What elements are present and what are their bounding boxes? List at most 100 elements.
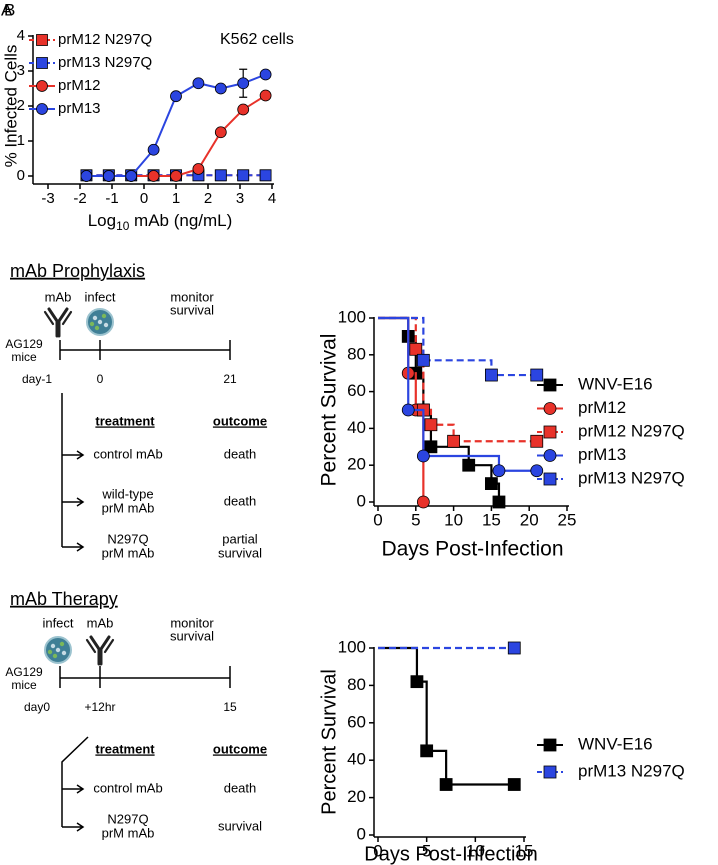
arrow: [62, 450, 85, 460]
subject-label: mice: [11, 678, 37, 692]
marker: [259, 68, 272, 81]
marker: [484, 368, 498, 382]
series-line: [378, 316, 537, 377]
timepoint-label: +12hr: [84, 700, 115, 714]
virus-spot: [103, 322, 109, 328]
outcome-label: survival: [218, 818, 262, 833]
legend-marker: [36, 57, 48, 69]
y-tick-label: 40: [347, 418, 366, 437]
virus-spot: [94, 325, 100, 331]
antibody-icon: [43, 307, 73, 338]
marker: [401, 403, 415, 417]
event-label: infect: [42, 615, 73, 630]
marker: [439, 778, 453, 791]
treatment-label: prM mAb: [102, 825, 155, 840]
legend-marker: [543, 425, 557, 439]
y-tick-label: 20: [347, 787, 366, 806]
marker: [416, 449, 430, 463]
virus-icon: [86, 308, 114, 336]
arrow: [62, 822, 85, 832]
x-tick-label: -2: [73, 190, 86, 207]
header-label: outcome: [213, 413, 267, 428]
x-tick-label: 25: [558, 510, 577, 529]
virus-spot: [92, 315, 98, 321]
marker: [259, 89, 272, 102]
outcome-label: partial: [222, 531, 258, 546]
legend-label: WNV-E16: [578, 734, 653, 753]
outcome-label: death: [224, 493, 257, 508]
legend-marker: [543, 765, 557, 779]
x-tick-label: 10: [444, 510, 463, 529]
marker: [80, 170, 93, 182]
y-tick-label: 0: [17, 167, 25, 184]
monitor-label: monitor: [170, 615, 214, 630]
y-tick-label: 1: [17, 132, 25, 149]
treatment-label: N297Q: [107, 811, 148, 826]
legend-label: prM12 N297Q: [58, 31, 152, 48]
legend-label: prM13: [578, 445, 626, 464]
virus-spot: [61, 650, 67, 656]
diagram-title: mAb Therapy: [10, 589, 118, 609]
x-tick-label: -1: [105, 190, 118, 207]
marker: [170, 170, 182, 182]
annotation: K562 cells: [220, 31, 294, 48]
legend-label: prM13 N297Q: [578, 468, 685, 487]
y-tick-label: 100: [338, 307, 366, 326]
arrow: [62, 784, 85, 794]
x-tick-label: 0: [373, 510, 382, 529]
marker: [530, 434, 544, 448]
event-label: mAb: [87, 615, 114, 630]
diagram-title: mAb Prophylaxis: [10, 261, 145, 281]
timepoint-label: day-1: [22, 372, 52, 386]
legend-label: prM13 N297Q: [578, 761, 685, 780]
legend-label: prM12: [58, 77, 101, 94]
legend-label: WNV-E16: [578, 374, 653, 393]
y-tick-label: 80: [347, 344, 366, 363]
marker: [424, 440, 438, 454]
timepoint-label: 21: [223, 372, 237, 386]
y-axis-label: Percent Survival: [318, 669, 340, 815]
subject-label: AG129: [5, 337, 43, 351]
marker: [447, 434, 461, 448]
marker: [214, 82, 227, 95]
outcome-label: death: [224, 780, 257, 795]
marker: [125, 170, 138, 182]
event-label: infect: [84, 289, 115, 304]
x-axis-label-part: mAb (ng/mL): [129, 211, 232, 230]
legend-marker: [543, 449, 557, 462]
arrow: [62, 542, 85, 552]
x-tick-label: 15: [482, 510, 501, 529]
legend-marker: [36, 103, 48, 115]
marker: [192, 77, 205, 90]
header-label: outcome: [213, 741, 267, 756]
y-tick-label: 20: [347, 455, 366, 474]
arrow: [62, 497, 85, 507]
x-tick-label: 15: [515, 841, 534, 860]
marker: [214, 126, 227, 139]
timepoint-label: 0: [97, 372, 104, 386]
outcome-label: death: [224, 446, 257, 461]
header-label: treatment: [95, 741, 155, 756]
treatment-label: control mAb: [93, 446, 162, 461]
y-tick-label: 100: [338, 637, 366, 656]
legend-marker: [36, 34, 48, 46]
subject-label: mice: [11, 350, 37, 364]
y-tick-label: 40: [347, 750, 366, 769]
outcome-label: survival: [218, 545, 262, 560]
x-axis-label-part: Log: [88, 211, 116, 230]
monitor-label: monitor: [170, 289, 214, 304]
marker: [237, 77, 250, 90]
virus-spot: [55, 647, 61, 653]
y-tick-label: 3: [17, 62, 25, 79]
treatment-label: control mAb: [93, 780, 162, 795]
x-axis-label-sub: 10: [116, 219, 130, 233]
marker: [192, 163, 205, 175]
legend-label: prM13 N297Q: [58, 54, 152, 71]
x-axis-label: Days Post-Infection: [381, 538, 563, 561]
header-label: treatment: [95, 413, 155, 428]
bracket: [61, 736, 89, 827]
x-tick-label: 0: [373, 841, 382, 860]
x-tick-label: 5: [411, 510, 420, 529]
